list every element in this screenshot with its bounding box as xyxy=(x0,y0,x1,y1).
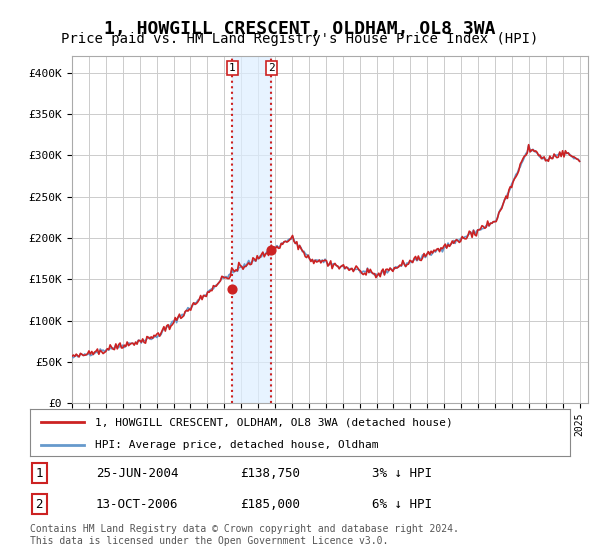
Text: £138,750: £138,750 xyxy=(240,466,300,480)
Text: 25-JUN-2004: 25-JUN-2004 xyxy=(96,466,179,480)
Text: HPI: Average price, detached house, Oldham: HPI: Average price, detached house, Oldh… xyxy=(95,440,379,450)
Text: 13-OCT-2006: 13-OCT-2006 xyxy=(96,497,179,511)
Text: £185,000: £185,000 xyxy=(240,497,300,511)
Text: 1, HOWGILL CRESCENT, OLDHAM, OL8 3WA (detached house): 1, HOWGILL CRESCENT, OLDHAM, OL8 3WA (de… xyxy=(95,417,452,427)
Text: Price paid vs. HM Land Registry's House Price Index (HPI): Price paid vs. HM Land Registry's House … xyxy=(61,32,539,46)
Point xyxy=(266,246,276,255)
Point xyxy=(227,284,237,293)
Text: 2: 2 xyxy=(268,63,275,73)
Text: 1, HOWGILL CRESCENT, OLDHAM, OL8 3WA: 1, HOWGILL CRESCENT, OLDHAM, OL8 3WA xyxy=(104,20,496,38)
Text: 2: 2 xyxy=(35,497,43,511)
Text: 1: 1 xyxy=(229,63,236,73)
Bar xyxy=(232,56,271,403)
Text: 3% ↓ HPI: 3% ↓ HPI xyxy=(372,466,432,480)
Text: 6% ↓ HPI: 6% ↓ HPI xyxy=(372,497,432,511)
Text: Contains HM Land Registry data © Crown copyright and database right 2024.
This d: Contains HM Land Registry data © Crown c… xyxy=(30,524,459,546)
Text: 1: 1 xyxy=(35,466,43,480)
